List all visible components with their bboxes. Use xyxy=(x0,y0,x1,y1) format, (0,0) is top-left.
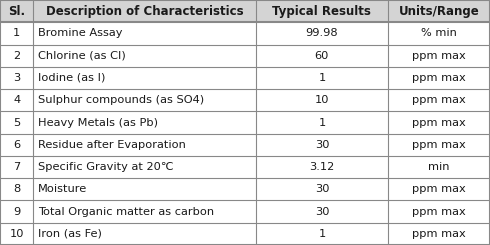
Bar xyxy=(0,134,33,156)
Bar xyxy=(256,223,388,245)
Bar xyxy=(33,0,256,22)
Bar xyxy=(256,178,388,200)
Bar xyxy=(0,178,33,200)
Text: Description of Characteristics: Description of Characteristics xyxy=(46,5,244,18)
Bar xyxy=(388,0,490,22)
Bar xyxy=(0,156,33,178)
Text: 5: 5 xyxy=(13,118,20,127)
Text: Typical Results: Typical Results xyxy=(272,5,371,18)
Text: 3.12: 3.12 xyxy=(309,162,335,172)
Text: ppm max: ppm max xyxy=(412,95,466,105)
Bar xyxy=(33,89,256,111)
Bar xyxy=(388,67,490,89)
Text: Moisture: Moisture xyxy=(38,184,88,194)
Text: 1: 1 xyxy=(318,73,325,83)
Text: 2: 2 xyxy=(13,51,20,61)
Bar xyxy=(0,0,33,22)
Bar xyxy=(388,200,490,223)
Text: Sl.: Sl. xyxy=(8,5,25,18)
Text: 1: 1 xyxy=(13,28,20,38)
Bar xyxy=(256,67,388,89)
Text: ppm max: ppm max xyxy=(412,140,466,150)
Bar xyxy=(388,156,490,178)
Bar xyxy=(33,111,256,134)
Text: 30: 30 xyxy=(315,184,329,194)
Text: Units/Range: Units/Range xyxy=(398,5,479,18)
Bar xyxy=(388,22,490,45)
Text: 8: 8 xyxy=(13,184,20,194)
Text: Sulphur compounds (as SO4): Sulphur compounds (as SO4) xyxy=(38,95,204,105)
Text: ppm max: ppm max xyxy=(412,73,466,83)
Bar xyxy=(388,223,490,245)
Text: 30: 30 xyxy=(315,207,329,217)
Text: 10: 10 xyxy=(9,229,24,239)
Text: Iron (as Fe): Iron (as Fe) xyxy=(38,229,102,239)
Bar xyxy=(256,45,388,67)
Text: 1: 1 xyxy=(318,229,325,239)
Bar xyxy=(388,134,490,156)
Bar xyxy=(33,134,256,156)
Text: 3: 3 xyxy=(13,73,20,83)
Bar xyxy=(388,89,490,111)
Text: ppm max: ppm max xyxy=(412,51,466,61)
Bar xyxy=(33,22,256,45)
Bar xyxy=(0,223,33,245)
Text: 6: 6 xyxy=(13,140,20,150)
Bar xyxy=(33,178,256,200)
Text: % min: % min xyxy=(421,28,457,38)
Text: Total Organic matter as carbon: Total Organic matter as carbon xyxy=(38,207,214,217)
Text: min: min xyxy=(428,162,449,172)
Bar xyxy=(388,178,490,200)
Text: Bromine Assay: Bromine Assay xyxy=(38,28,122,38)
Bar xyxy=(388,45,490,67)
Bar xyxy=(256,156,388,178)
Text: Residue after Evaporation: Residue after Evaporation xyxy=(38,140,186,150)
Text: Specific Gravity at 20℃: Specific Gravity at 20℃ xyxy=(38,162,174,172)
Text: ppm max: ppm max xyxy=(412,184,466,194)
Text: 1: 1 xyxy=(318,118,325,127)
Bar xyxy=(256,134,388,156)
Bar xyxy=(0,45,33,67)
Text: 10: 10 xyxy=(315,95,329,105)
Bar xyxy=(256,200,388,223)
Bar xyxy=(33,156,256,178)
Bar xyxy=(0,89,33,111)
Bar xyxy=(33,67,256,89)
Bar xyxy=(256,89,388,111)
Bar xyxy=(33,223,256,245)
Text: 7: 7 xyxy=(13,162,20,172)
Bar xyxy=(0,22,33,45)
Bar xyxy=(0,67,33,89)
Text: 30: 30 xyxy=(315,140,329,150)
Text: Heavy Metals (as Pb): Heavy Metals (as Pb) xyxy=(38,118,158,127)
Bar xyxy=(0,200,33,223)
Text: 9: 9 xyxy=(13,207,20,217)
Bar xyxy=(33,45,256,67)
Bar xyxy=(33,200,256,223)
Text: Iodine (as I): Iodine (as I) xyxy=(38,73,105,83)
Bar xyxy=(388,111,490,134)
Bar xyxy=(256,111,388,134)
Text: 60: 60 xyxy=(315,51,329,61)
Text: ppm max: ppm max xyxy=(412,118,466,127)
Bar xyxy=(0,111,33,134)
Text: Chlorine (as CI): Chlorine (as CI) xyxy=(38,51,126,61)
Text: 99.98: 99.98 xyxy=(306,28,338,38)
Text: ppm max: ppm max xyxy=(412,207,466,217)
Bar xyxy=(256,0,388,22)
Text: ppm max: ppm max xyxy=(412,229,466,239)
Text: 4: 4 xyxy=(13,95,20,105)
Bar xyxy=(256,22,388,45)
